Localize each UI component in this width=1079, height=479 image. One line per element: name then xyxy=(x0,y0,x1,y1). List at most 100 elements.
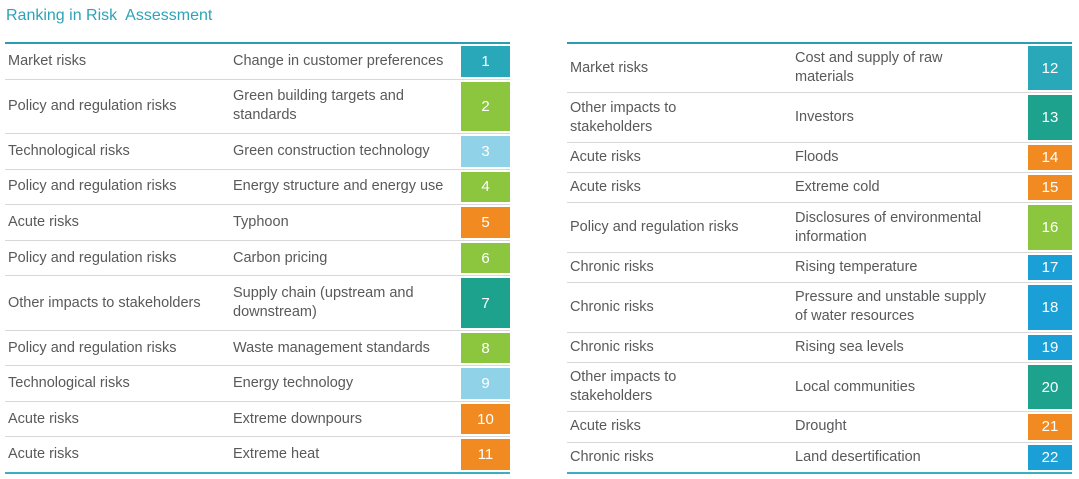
table-row: Other impacts to stakeholders Investors … xyxy=(567,93,1072,143)
rank-badge-cell: 6 xyxy=(461,241,510,276)
rank-badge-cell: 11 xyxy=(461,437,510,472)
rank-badge: 12 xyxy=(1028,46,1072,91)
rank-badge: 13 xyxy=(1028,95,1072,140)
table-row: Market risks Change in customer preferen… xyxy=(5,44,510,80)
risk-category: Technological risks xyxy=(8,375,130,392)
rank-badge-cell: 8 xyxy=(461,331,510,366)
risk-category: Policy and regulation risks xyxy=(8,178,177,195)
risk-category: Chronic risks xyxy=(570,258,654,275)
risk-description: Extreme heat xyxy=(233,446,320,463)
risk-description: Green building targets and standards xyxy=(233,88,404,124)
risk-category: Acute risks xyxy=(570,148,641,165)
risk-category: Acute risks xyxy=(570,179,641,196)
rank-badge: 20 xyxy=(1028,364,1072,410)
risk-table-right: Market risks Cost and supply of raw mate… xyxy=(567,42,1072,474)
rank-badge-cell: 19 xyxy=(1028,333,1072,362)
rank-badge: 18 xyxy=(1028,285,1072,330)
rank-badge-cell: 18 xyxy=(1028,283,1072,331)
rank-badge: 1 xyxy=(461,46,510,77)
rank-badge: 4 xyxy=(461,171,510,203)
rank-badge: 8 xyxy=(461,332,510,364)
risk-category: Acute risks xyxy=(8,446,79,463)
rank-badge-cell: 15 xyxy=(1028,173,1072,202)
rank-badge-cell: 4 xyxy=(461,170,510,205)
risk-description: Floods xyxy=(795,148,839,165)
table-row: Acute risks Floods 14 xyxy=(567,143,1072,174)
table-row: Technological risks Green construction t… xyxy=(5,134,510,170)
risk-category: Policy and regulation risks xyxy=(8,97,177,114)
table-row: Chronic risks Land desertification 22 xyxy=(567,443,1072,472)
risk-description: Land desertification xyxy=(795,448,921,465)
rank-badge-cell: 3 xyxy=(461,134,510,169)
rank-badge: 3 xyxy=(461,136,510,167)
rank-badge: 9 xyxy=(461,368,510,399)
table-row: Acute risks Typhoon 5 xyxy=(5,205,510,241)
rank-badge-cell: 17 xyxy=(1028,253,1072,282)
rank-badge: 7 xyxy=(461,278,510,328)
risk-category: Market risks xyxy=(570,59,649,76)
risk-category: Other impacts to stakeholders xyxy=(570,99,677,135)
risk-category: Policy and regulation risks xyxy=(570,219,739,236)
risk-description: Extreme cold xyxy=(795,179,880,196)
risk-category: Chronic risks xyxy=(570,448,654,465)
rank-badge: 10 xyxy=(461,403,510,435)
rank-badge-cell: 9 xyxy=(461,366,510,401)
rank-badge-cell: 14 xyxy=(1028,143,1072,172)
risk-description: Pressure and unstable supply of water re… xyxy=(795,289,987,325)
risk-description: Cost and supply of raw materials xyxy=(795,50,943,86)
risk-description: Drought xyxy=(795,418,847,435)
rank-badge-cell: 12 xyxy=(1028,44,1072,92)
rank-badge: 6 xyxy=(461,242,510,274)
rank-badge-cell: 20 xyxy=(1028,363,1072,411)
risk-description: Disclosures of environmental information xyxy=(795,209,982,245)
table-row: Technological risks Energy technology 9 xyxy=(5,366,510,402)
risk-description: Rising sea levels xyxy=(795,338,904,355)
rank-badge: 22 xyxy=(1028,444,1072,470)
rank-badge-cell: 2 xyxy=(461,80,510,134)
risk-description: Green construction technology xyxy=(233,142,430,159)
table-row: Chronic risks Rising temperature 17 xyxy=(567,253,1072,284)
rank-badge: 17 xyxy=(1028,254,1072,281)
rank-badge-cell: 1 xyxy=(461,44,510,79)
rank-badge: 2 xyxy=(461,81,510,132)
rank-badge-cell: 7 xyxy=(461,276,510,330)
table-row: Other impacts to stakeholders Local comm… xyxy=(567,363,1072,413)
risk-category: Other impacts to stakeholders xyxy=(570,369,677,405)
rank-badge: 5 xyxy=(461,207,510,238)
risk-description: Carbon pricing xyxy=(233,249,328,266)
risk-category: Policy and regulation risks xyxy=(8,339,177,356)
table-row: Chronic risks Rising sea levels 19 xyxy=(567,333,1072,363)
risk-description: Rising temperature xyxy=(795,258,918,275)
table-row: Policy and regulation risks Energy struc… xyxy=(5,170,510,206)
risk-category: Policy and regulation risks xyxy=(8,249,177,266)
risk-table-left: Market risks Change in customer preferen… xyxy=(5,42,510,474)
risk-category: Acute risks xyxy=(570,418,641,435)
rank-badge: 14 xyxy=(1028,144,1072,171)
risk-category: Other impacts to stakeholders xyxy=(8,294,201,311)
risk-description: Supply chain (upstream and downstream) xyxy=(233,285,414,321)
table-row: Other impacts to stakeholders Supply cha… xyxy=(5,276,510,331)
rank-badge: 15 xyxy=(1028,175,1072,201)
rank-badge-cell: 5 xyxy=(461,205,510,240)
table-row: Policy and regulation risks Disclosures … xyxy=(567,203,1072,253)
page-title: Ranking in Risk Assessment xyxy=(6,7,213,24)
risk-description: Energy technology xyxy=(233,375,354,392)
risk-description: Extreme downpours xyxy=(233,410,362,427)
rank-badge: 16 xyxy=(1028,205,1072,250)
risk-category: Chronic risks xyxy=(570,298,654,315)
risk-category: Chronic risks xyxy=(570,338,654,355)
table-row: Chronic risks Pressure and unstable supp… xyxy=(567,283,1072,333)
table-row: Acute risks Extreme cold 15 xyxy=(567,173,1072,204)
table-row: Acute risks Extreme heat 11 xyxy=(5,437,510,472)
table-row: Policy and regulation risks Waste manage… xyxy=(5,331,510,367)
risk-description: Energy structure and energy use xyxy=(233,178,444,195)
rank-badge: 11 xyxy=(461,439,510,471)
rank-badge-cell: 22 xyxy=(1028,443,1072,472)
rank-badge-cell: 16 xyxy=(1028,203,1072,251)
rank-badge: 19 xyxy=(1028,334,1072,360)
risk-description: Typhoon xyxy=(233,213,289,230)
rank-badge-cell: 21 xyxy=(1028,412,1072,441)
rank-badge: 21 xyxy=(1028,414,1072,440)
table-row: Acute risks Extreme downpours 10 xyxy=(5,402,510,438)
